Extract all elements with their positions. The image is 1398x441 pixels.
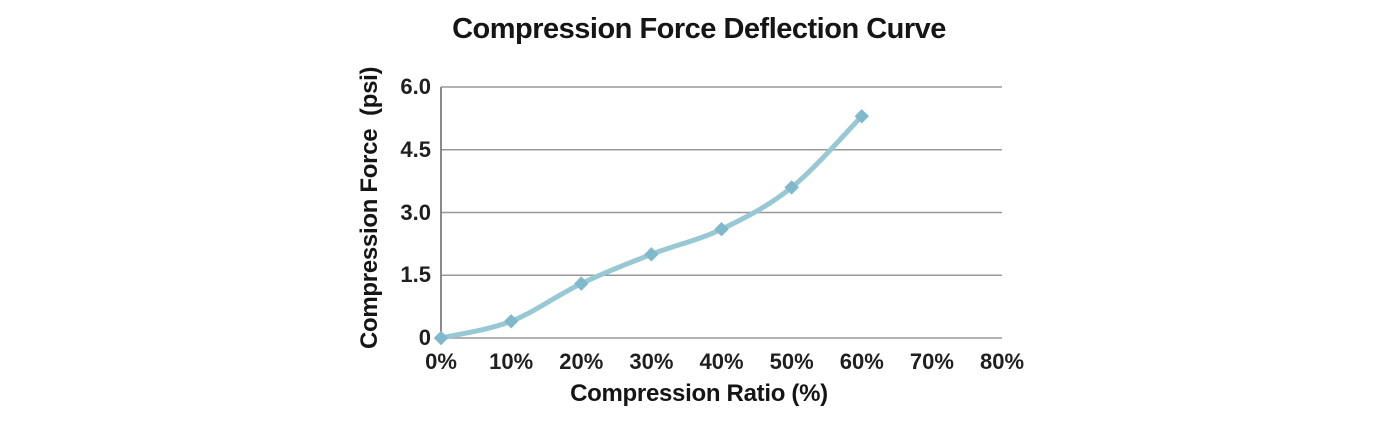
x-tick-label: 50% <box>769 349 814 374</box>
y-tick-label: 4.5 <box>400 136 431 162</box>
x-axis-title: Compression Ratio (%) <box>570 380 828 407</box>
y-tick-label: 3.0 <box>400 199 431 225</box>
x-tick-label: 30% <box>629 349 674 374</box>
chart-title: Compression Force Deflection Curve <box>452 13 946 45</box>
y-tick-label: 1.5 <box>400 262 431 288</box>
x-axis-tick-labels: 0% 10% 20% 30% 40% 50% 60% 70% 80% <box>425 349 1024 375</box>
x-tick-label: 60% <box>839 349 884 374</box>
data-point-marker <box>644 247 659 262</box>
data-point-marker <box>854 109 869 124</box>
x-tick-label: 80% <box>979 349 1025 374</box>
x-tick-label: 70% <box>909 349 954 374</box>
plot-area <box>433 86 1002 346</box>
y-axis-tick-labels: 6.0 4.5 3.0 1.5 0 <box>353 74 431 350</box>
y-tick-label: 6.0 <box>400 74 431 99</box>
data-point-marker <box>574 276 589 291</box>
data-point-marker <box>714 222 729 237</box>
x-tick-label: 0% <box>425 349 457 374</box>
data-point-marker <box>784 180 799 195</box>
y-tick-label: 0 <box>418 325 431 350</box>
data-point-marker <box>503 314 519 329</box>
x-tick-label: 10% <box>489 349 534 374</box>
x-tick-label: 40% <box>699 349 744 374</box>
plot-svg <box>433 86 1002 346</box>
data-point-marker <box>433 330 449 346</box>
x-tick-label: 20% <box>559 349 604 374</box>
